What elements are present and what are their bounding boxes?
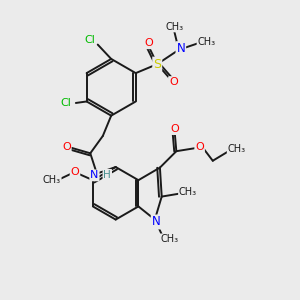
Text: Cl: Cl bbox=[61, 98, 72, 108]
Text: Cl: Cl bbox=[84, 35, 95, 45]
Text: O: O bbox=[195, 142, 204, 152]
Text: O: O bbox=[170, 124, 179, 134]
Text: CH₃: CH₃ bbox=[197, 37, 216, 47]
Text: O: O bbox=[62, 142, 71, 152]
Text: N: N bbox=[152, 215, 161, 229]
Text: O: O bbox=[70, 167, 80, 177]
Text: CH₃: CH₃ bbox=[43, 175, 61, 185]
Text: CH₃: CH₃ bbox=[179, 188, 197, 197]
Text: S: S bbox=[153, 58, 161, 70]
Text: CH₃: CH₃ bbox=[165, 22, 183, 32]
Text: N: N bbox=[176, 42, 185, 55]
Text: H: H bbox=[103, 170, 111, 180]
Text: CH₃: CH₃ bbox=[228, 143, 246, 154]
Text: CH₃: CH₃ bbox=[161, 234, 179, 244]
Text: N: N bbox=[90, 170, 99, 180]
Text: O: O bbox=[169, 77, 178, 87]
Text: O: O bbox=[145, 38, 153, 48]
